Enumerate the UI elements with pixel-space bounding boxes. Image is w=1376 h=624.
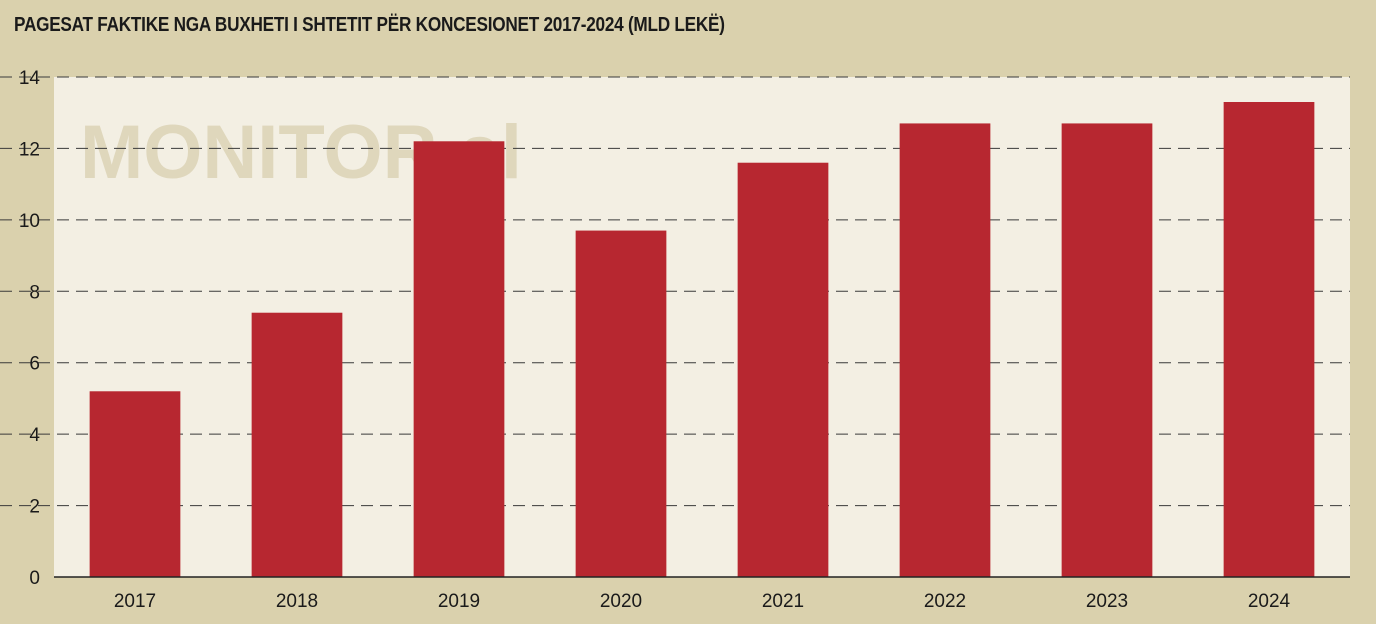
- bars: [89, 102, 1315, 578]
- y-tick-label: 10: [19, 211, 40, 232]
- bar-2018: [251, 312, 343, 577]
- y-tick-label: 12: [19, 139, 40, 160]
- y-tick-label: 8: [29, 282, 40, 303]
- y-tick-label: 6: [29, 354, 40, 375]
- x-tick-label: 2024: [1248, 591, 1291, 612]
- y-axis: 0 2 4 6 8 10 12 14: [19, 68, 41, 589]
- x-tick-label: 2022: [924, 591, 966, 612]
- x-tick-label: 2018: [276, 591, 318, 612]
- bar-2021: [737, 162, 829, 577]
- x-tick-label: 2017: [114, 591, 156, 612]
- x-axis: 2017 2018 2019 2020 2021 2022 2023 2024: [114, 591, 1291, 612]
- bar-2022: [899, 123, 991, 577]
- y-tick-label: 2: [29, 497, 40, 518]
- bar-2020: [575, 230, 667, 578]
- bar-2017: [89, 391, 181, 577]
- x-tick-label: 2021: [762, 591, 804, 612]
- bar-2019: [413, 141, 505, 578]
- x-tick-label: 2020: [600, 591, 642, 612]
- bar-2024: [1223, 102, 1315, 577]
- bar-2023: [1061, 123, 1153, 577]
- x-tick-label: 2023: [1086, 591, 1128, 612]
- x-tick-label: 2019: [438, 591, 480, 612]
- y-tick-label: 4: [29, 425, 40, 446]
- y-tick-label: 14: [19, 68, 41, 89]
- chart-title: PAGESAT FAKTIKE NGA BUXHETI I SHTETIT PË…: [14, 14, 725, 36]
- y-tick-label: 0: [29, 568, 40, 589]
